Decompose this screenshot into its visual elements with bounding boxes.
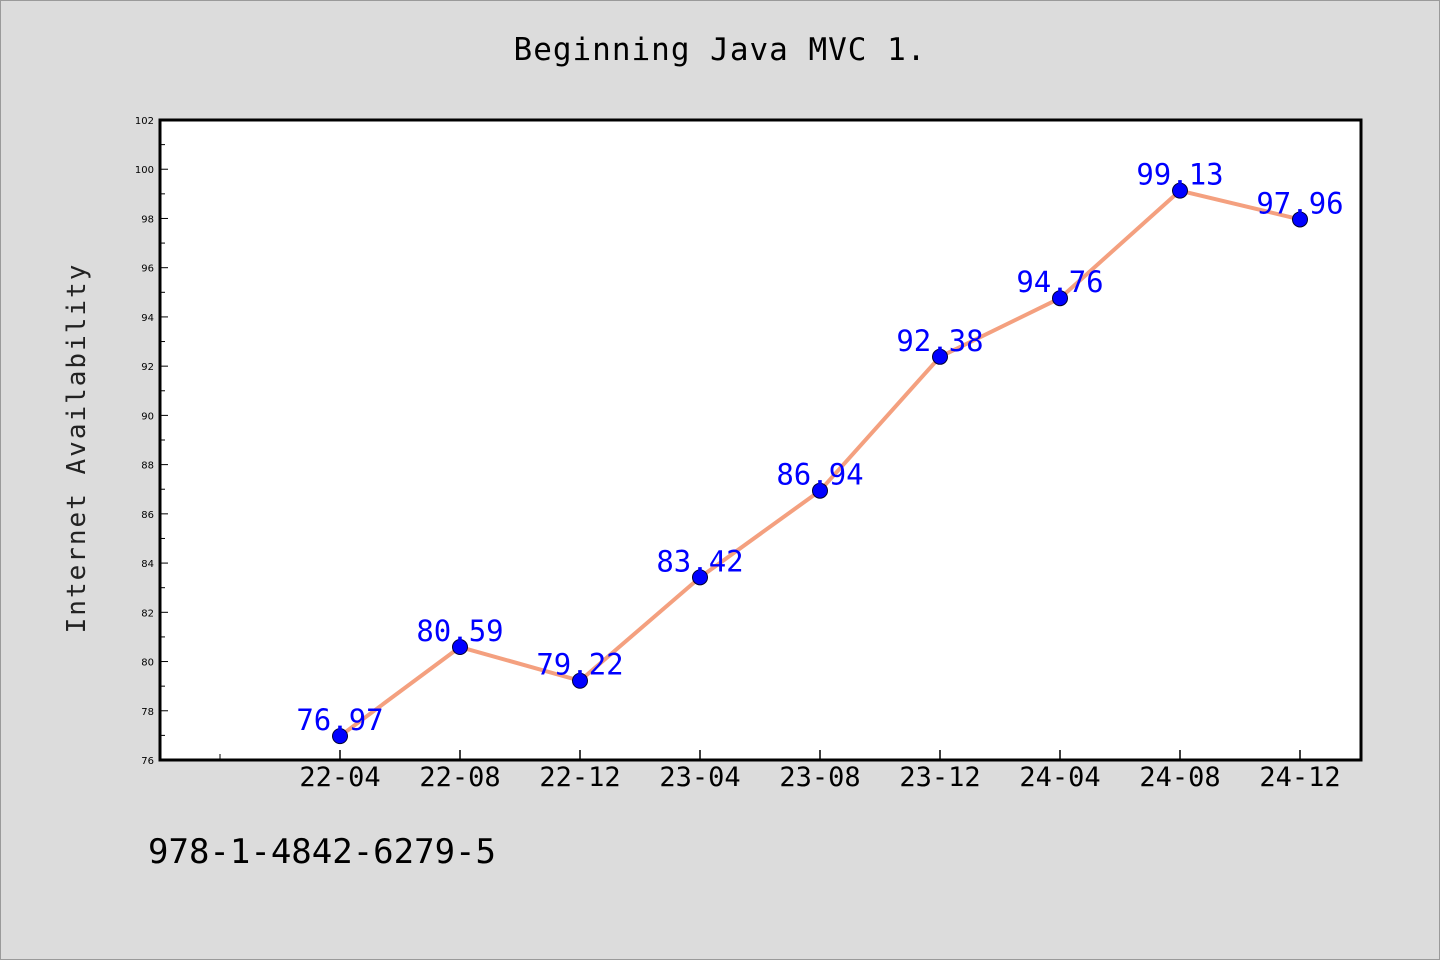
y-tick-label: 80	[141, 658, 154, 669]
data-point	[572, 672, 588, 689]
y-tick-label: 86	[141, 510, 154, 521]
data-label: 79.22	[536, 648, 623, 682]
y-tick-label: 94	[141, 313, 154, 324]
x-tick-label: 23-04	[659, 762, 740, 793]
x-tick-label: 24-08	[1139, 762, 1220, 793]
y-tick-label: 88	[141, 461, 154, 472]
data-point	[932, 348, 948, 365]
data-label: 99.13	[1136, 158, 1223, 192]
data-label: 92.38	[896, 324, 983, 358]
x-tick-label: 24-04	[1019, 762, 1100, 793]
y-tick-label: 100	[135, 165, 154, 176]
x-axis: 22-04 22-08 22-12 23-04 23-08 23-12 24-04 24-08…	[219, 750, 1341, 793]
data-point	[1052, 290, 1068, 307]
x-tick-label: 23-08	[779, 762, 860, 793]
y-tick-label: 90	[141, 411, 154, 422]
data-label: 83.42	[656, 544, 743, 578]
plot-background	[160, 120, 1361, 760]
y-tick-label: 76	[141, 756, 154, 767]
y-tick-label: 82	[141, 608, 154, 619]
x-tick-label: 23-12	[899, 762, 980, 793]
data-label: 76.97	[296, 703, 383, 737]
y-tick-label: 92	[141, 362, 154, 373]
y-tick-label: 96	[141, 264, 154, 275]
data-label: 94.76	[1016, 265, 1103, 299]
data-label: 97.96	[1256, 186, 1343, 220]
y-tick-label: 98	[141, 214, 154, 225]
series-markers	[332, 182, 1308, 745]
x-tick-label: 24-12	[1259, 762, 1340, 793]
data-label: 80.59	[416, 614, 503, 648]
footer-code: 978-1-4842-6279-5	[148, 832, 496, 872]
data-labels: 76.97 80.59 79.22 83.42 86.94 92.38 94.76 99.13…	[296, 158, 1343, 737]
y-tick-label: 102	[135, 116, 154, 127]
data-point	[692, 569, 708, 586]
data-point	[1292, 211, 1308, 228]
y-tick-label: 78	[141, 707, 154, 718]
x-tick-label: 22-08	[419, 762, 500, 793]
x-tick-label: 22-04	[299, 762, 380, 793]
x-tick-label: 22-12	[539, 762, 620, 793]
data-point	[452, 639, 468, 656]
data-point	[332, 728, 348, 745]
plot-border	[158, 118, 1363, 762]
y-tick-label: 84	[141, 559, 154, 570]
data-point	[1172, 182, 1188, 199]
chart-title: Beginning Java MVC 1.	[513, 32, 927, 68]
data-point	[812, 482, 828, 499]
data-label: 86.94	[776, 458, 863, 492]
